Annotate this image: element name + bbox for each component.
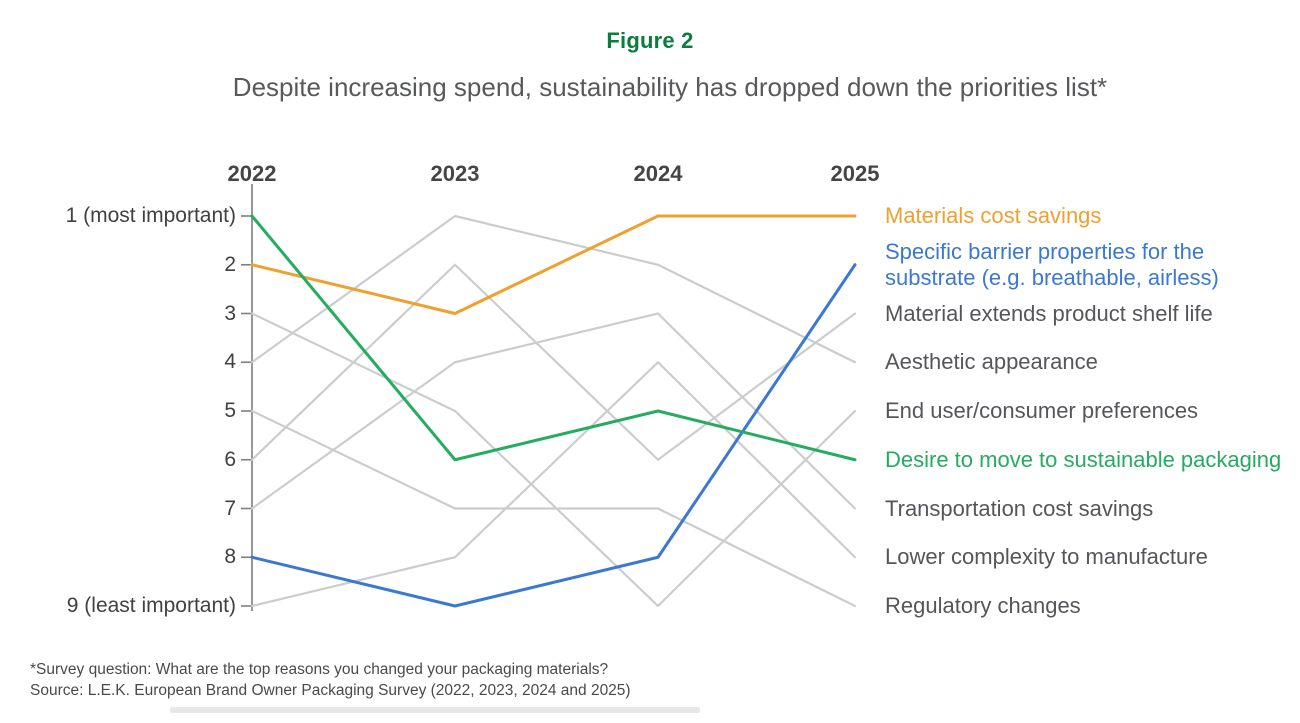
series-label-lower-complexity-to-manufacture: Lower complexity to manufacture bbox=[885, 544, 1208, 570]
series-line-desire-to-move-to-sustainable-packaging bbox=[250, 214, 857, 462]
series-label-desire-to-move-to-sustainable-packaging: Desire to move to sustainable packaging bbox=[885, 446, 1282, 472]
series-label-regulatory-changes: Regulatory changes bbox=[885, 593, 1081, 618]
x-axis-year-label-2025: 2025 bbox=[830, 161, 880, 186]
bottom-crop-artifact bbox=[170, 707, 700, 713]
y-axis-label-5: 5 bbox=[224, 399, 236, 422]
series-label-material-extends-product-shelf-life: Material extends product shelf life bbox=[885, 300, 1213, 326]
series-label-end-user-consumer-preferences: End user/consumer preferences bbox=[885, 398, 1199, 423]
y-axis-label-7: 7 bbox=[224, 496, 236, 520]
figure-number-label: Figure 2 bbox=[606, 28, 694, 53]
y-axis-label-3: 3 bbox=[224, 301, 236, 325]
y-axis-label-4: 4 bbox=[224, 350, 236, 374]
footnote-survey-question: *Survey question: What are the top reaso… bbox=[30, 661, 609, 678]
y-axis-label-1: 1 (most important) bbox=[65, 204, 236, 227]
x-axis-year-label-2024: 2024 bbox=[633, 161, 683, 186]
series-line-regulatory-changes bbox=[250, 409, 857, 608]
footnote-source: Source: L.E.K. European Brand Owner Pack… bbox=[30, 681, 631, 699]
x-axis-year-label-2023: 2023 bbox=[430, 161, 480, 186]
y-axis-label-8: 8 bbox=[224, 545, 236, 569]
y-axis-label-6: 6 bbox=[224, 447, 236, 471]
y-axis-label-9: 9 (least important) bbox=[66, 594, 236, 617]
series-label-transportation-cost-savings: Transportation cost savings bbox=[885, 495, 1154, 521]
chart-title: Despite increasing spend, sustainability… bbox=[232, 72, 1108, 102]
series-label-specific-barrier-properties-for-the-subs: Specific barrier properties for the subs… bbox=[885, 238, 1219, 290]
series-line-materials-cost-savings bbox=[250, 214, 857, 315]
series-label-materials-cost-savings: Materials cost savings bbox=[885, 203, 1102, 228]
series-label-aesthetic-appearance: Aesthetic appearance bbox=[885, 349, 1098, 375]
x-axis-year-label-2022: 2022 bbox=[227, 161, 277, 186]
y-axis-label-2: 2 bbox=[224, 252, 236, 276]
series-line-specific-barrier-properties-for-the-subs bbox=[250, 263, 857, 608]
